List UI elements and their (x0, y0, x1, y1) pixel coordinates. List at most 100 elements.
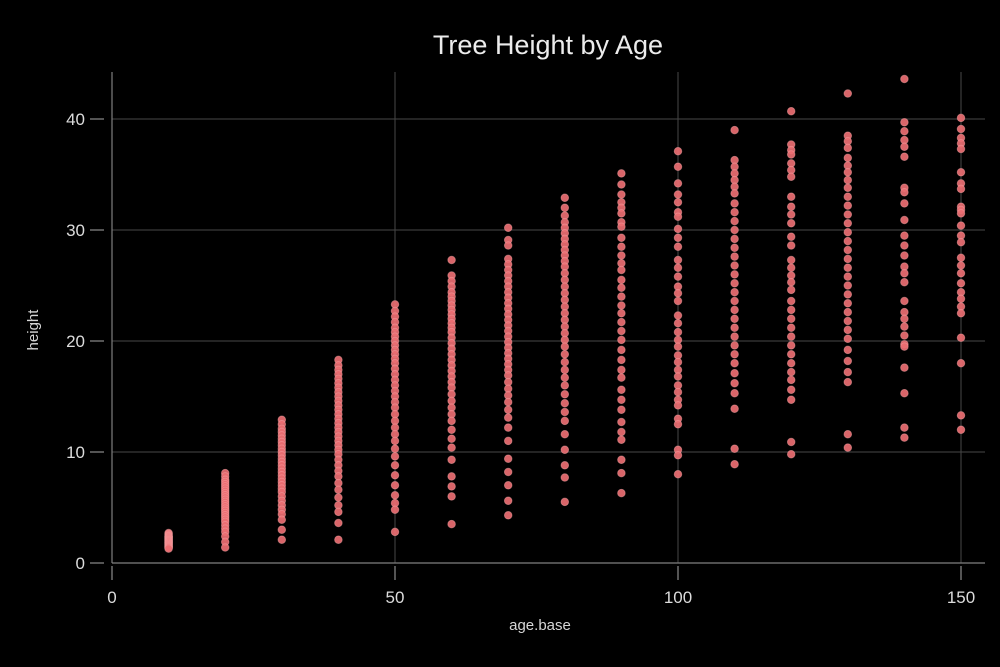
scatter-point (843, 227, 853, 237)
scatter-point (390, 444, 400, 453)
scatter-point (617, 417, 626, 427)
scatter-point (617, 233, 626, 243)
scatter-point (730, 296, 739, 306)
y-tick-label-30: 30 (66, 221, 85, 240)
scatter-point (956, 333, 966, 342)
scatter-point (956, 168, 966, 177)
scatter-point (900, 126, 909, 136)
scatter-point (390, 505, 400, 514)
scatter-point (673, 420, 683, 429)
scatter-point (956, 294, 966, 304)
scatter-point (560, 416, 570, 426)
scatter-point (560, 473, 570, 482)
scatter-point (843, 325, 853, 335)
scatter-point (956, 113, 966, 123)
scatter-point (786, 358, 796, 368)
scatter-point (220, 543, 230, 552)
scatter-point (843, 334, 853, 344)
scatter-point (390, 491, 400, 500)
scatter-point (503, 405, 513, 415)
scatter-point (730, 404, 739, 413)
scatter-point (843, 367, 853, 377)
scatter-point (786, 150, 796, 159)
scatter-point (447, 455, 456, 465)
scatter-point (730, 341, 739, 350)
scatter-point (390, 481, 400, 490)
scatter-point (503, 496, 513, 506)
data-points (164, 74, 966, 553)
scatter-point (617, 365, 626, 375)
scatter-point (730, 358, 739, 368)
scatter-point (786, 172, 796, 181)
scatter-point (900, 363, 909, 372)
scatter-point (617, 265, 626, 275)
scatter-point (560, 461, 570, 470)
scatter-point (560, 373, 570, 382)
scatter-point (843, 201, 853, 210)
scatter-point (900, 215, 909, 225)
scatter-point (390, 527, 400, 537)
scatter-point (843, 299, 853, 308)
scatter-point (843, 377, 853, 387)
scatter-point (503, 481, 513, 490)
scatter-point (956, 221, 966, 230)
scatter-point (617, 385, 626, 395)
chart-title: Tree Height by Age (433, 30, 663, 60)
scatter-point (447, 416, 456, 426)
scatter-point (447, 434, 456, 443)
scatter-point (843, 316, 853, 326)
axis-tick-marks (90, 118, 962, 580)
scatter-point (673, 190, 683, 199)
scatter-point (730, 332, 739, 341)
scatter-point (786, 106, 796, 116)
scatter-point (617, 275, 626, 285)
scatter-point (956, 279, 966, 288)
scatter-point (503, 436, 513, 446)
scatter-point (617, 251, 626, 260)
scatter-point (617, 345, 626, 355)
scatter-point (560, 445, 570, 455)
scatter-point (956, 425, 966, 435)
scatter-point (673, 198, 683, 207)
scatter-point (843, 236, 853, 246)
scatter-point (843, 272, 853, 281)
scatter-point (900, 74, 909, 84)
scatter-point (843, 219, 853, 228)
scatter-point (617, 335, 626, 345)
scatter-point (503, 511, 513, 520)
scatter-point (277, 525, 287, 534)
scatter-point (390, 452, 400, 461)
scatter-point (673, 327, 683, 337)
scatter-point (786, 232, 796, 241)
scatter-point (900, 296, 909, 306)
scatter-point (730, 444, 739, 453)
scatter-point (560, 193, 570, 203)
scatter-point (730, 287, 739, 297)
scatter-point (786, 385, 796, 395)
scatter-point (673, 263, 683, 272)
scatter-point (956, 309, 966, 318)
scatter-point (390, 436, 400, 446)
scatter-point (900, 231, 909, 240)
scatter-point (673, 372, 683, 381)
scatter-point (164, 544, 173, 553)
scatter-point (730, 350, 739, 359)
scatter-point (786, 314, 796, 324)
scatter-point (673, 224, 683, 234)
scatter-point (843, 290, 853, 299)
scatter-point (843, 307, 853, 317)
scatter-point (617, 180, 626, 189)
scatter-point (786, 219, 796, 228)
scatter-point (730, 243, 739, 253)
scatter-point (843, 443, 853, 452)
scatter-point (673, 311, 683, 320)
scatter-point (617, 455, 626, 465)
scatter-point (277, 515, 287, 524)
scatter-point (843, 429, 853, 439)
y-tick-label-0: 0 (76, 554, 85, 573)
scatter-point (673, 179, 683, 188)
y-tick-label-20: 20 (66, 332, 85, 351)
scatter-point (730, 378, 739, 388)
scatter-point (843, 183, 853, 193)
